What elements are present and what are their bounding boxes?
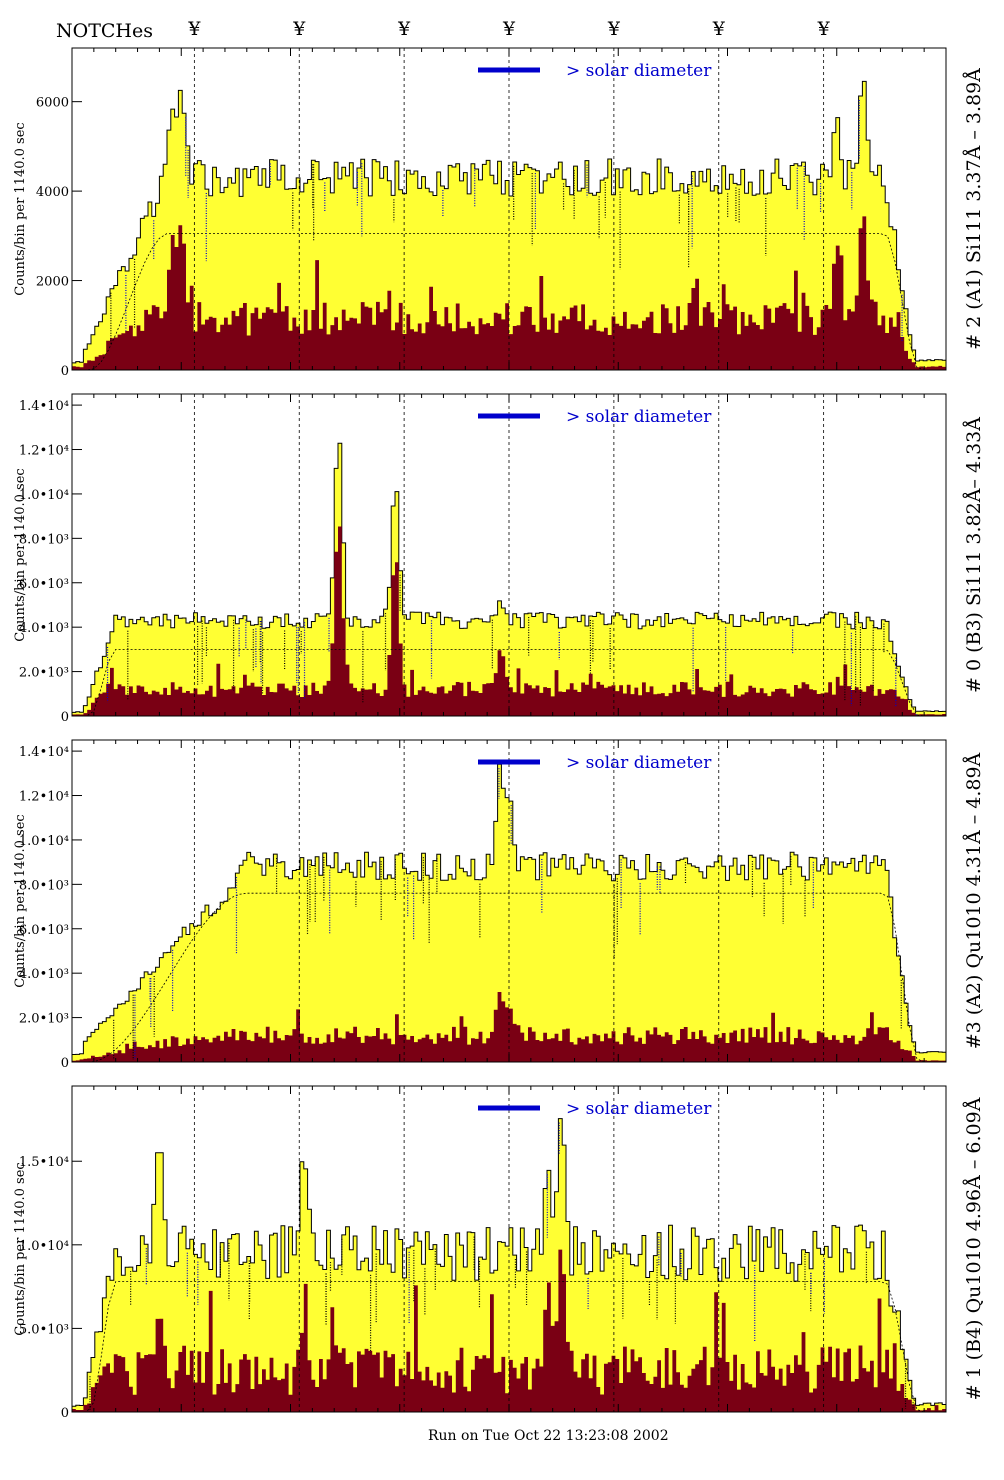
- solar-disk-envelope: [72, 649, 946, 717]
- y-tick-label: 0: [61, 364, 69, 379]
- y-axis-label: Counts/bin per 1140.0 sec: [13, 814, 28, 987]
- solar-disk-envelope: [72, 892, 946, 1063]
- y-tick-label: 2.0•10³: [19, 666, 69, 681]
- y-tick-label: 5.0•10³: [19, 1322, 69, 1337]
- y-axis-label: Counts/bin per 1140.0 sec: [13, 1162, 28, 1335]
- y-tick-label: 1.4•10⁴: [19, 399, 69, 414]
- notch-marker: ¥: [607, 18, 620, 40]
- panel-label: # 1 (B4) Qu1010 4.96Å – 6.09Å: [963, 1097, 985, 1400]
- y-tick-label: 1.0•10⁴: [19, 1239, 69, 1254]
- panel-label: # 0 (B3) Si111 3.82Å– 4.33Å: [963, 417, 985, 693]
- y-tick-label: 8.0•10³: [19, 878, 69, 893]
- panel-label: # 2 (A1) Si111 3.37Å – 3.89Å: [963, 68, 985, 350]
- y-tick-label: 0: [61, 1406, 69, 1421]
- y-axis-label: Counts/bin per 1140.0 sec: [13, 122, 28, 295]
- y-tick-label: 4000: [36, 185, 69, 200]
- y-axis-label: Counts/bin per 1140.0 sec: [13, 468, 28, 641]
- y-tick-label: 2000: [36, 275, 69, 290]
- y-tick-label: 1.0•10⁴: [19, 834, 69, 849]
- y-tick-label: 1.2•10⁴: [19, 790, 69, 805]
- y-tick-label: 8.0•10³: [19, 532, 69, 547]
- notch-marker: ¥: [293, 18, 306, 40]
- notch-marker: ¥: [712, 18, 725, 40]
- y-tick-label: 0: [61, 710, 69, 725]
- notches-title: NOTCHes: [56, 20, 153, 42]
- y-tick-label: 6000: [36, 96, 69, 111]
- legend-label: > solar diameter: [566, 407, 712, 427]
- y-tick-label: 1.2•10⁴: [19, 444, 69, 459]
- excess-counts-histogram: [72, 1249, 946, 1412]
- notch-marker: ¥: [188, 18, 201, 40]
- y-tick-label: 2.0•10³: [19, 1012, 69, 1027]
- legend-label: > solar diameter: [566, 61, 712, 81]
- excess-counts-histogram: [72, 992, 946, 1062]
- total-counts-histogram: [71, 80, 947, 371]
- y-tick-label: 4.0•10³: [19, 621, 69, 636]
- total-counts-histogram: [71, 442, 947, 717]
- notch-marker: ¥: [398, 18, 411, 40]
- legend-label: > solar diameter: [566, 1099, 712, 1119]
- legend-label: > solar diameter: [566, 753, 712, 773]
- y-tick-label: 0: [61, 1056, 69, 1071]
- excess-counts-histogram: [72, 216, 946, 370]
- run-timestamp: Run on Tue Oct 22 13:23:08 2002: [428, 1428, 669, 1444]
- total-counts-histogram: [71, 1118, 947, 1413]
- notch-marker: ¥: [503, 18, 516, 40]
- panel-label: #3 (A2) Qu1010 4.31Å – 4.89Å: [963, 752, 985, 1049]
- y-tick-label: 4.0•10³: [19, 967, 69, 982]
- y-tick-label: 1.4•10⁴: [19, 745, 69, 760]
- y-tick-label: 1.5•10⁴: [19, 1155, 69, 1170]
- y-tick-label: 6.0•10³: [19, 923, 69, 938]
- y-tick-label: 6.0•10³: [19, 577, 69, 592]
- notch-marker: ¥: [817, 18, 830, 40]
- solar-disk-envelope: [72, 233, 946, 371]
- y-tick-label: 1.0•10⁴: [19, 488, 69, 503]
